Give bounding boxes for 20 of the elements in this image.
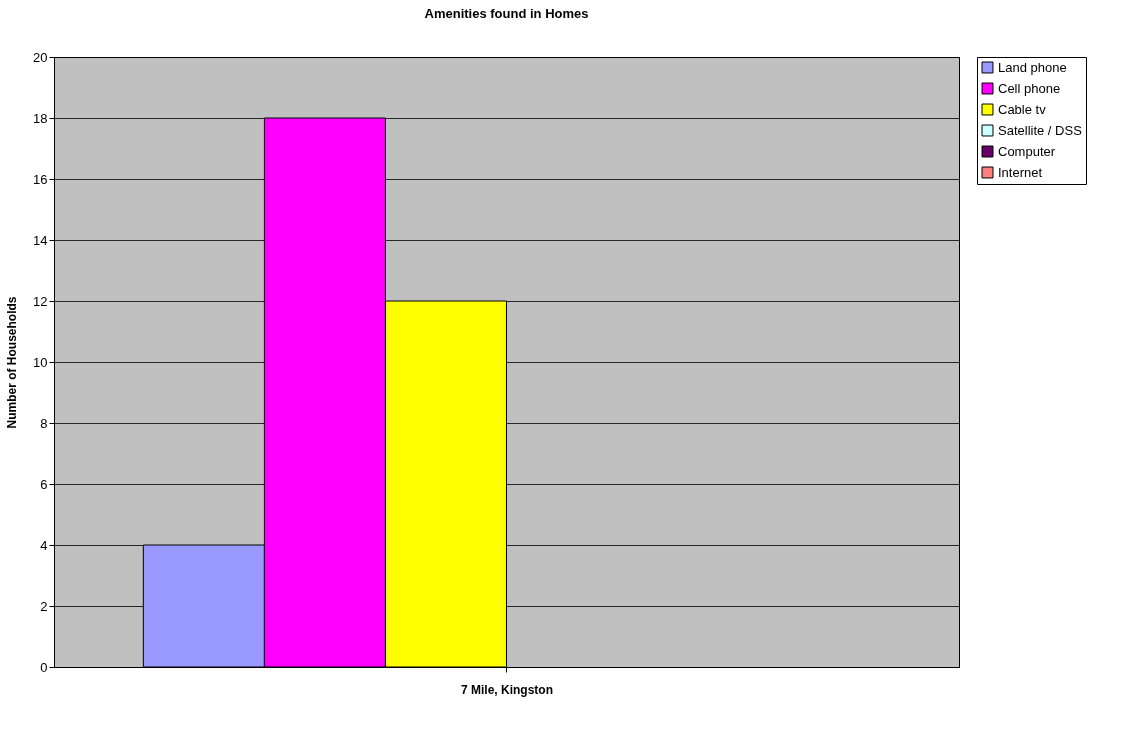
y-tick-label: 20 (33, 49, 48, 65)
legend-label: Computer (998, 143, 1056, 159)
legend-label: Internet (998, 164, 1043, 180)
legend-label: Satellite / DSS (998, 122, 1083, 138)
legend-label: Land phone (998, 59, 1067, 75)
y-tick-label: 14 (33, 232, 48, 248)
x-axis-title: 7 Mile, Kingston (460, 683, 554, 697)
y-tick-label: 6 (40, 476, 48, 492)
y-axis-title: Number of Households (5, 296, 20, 429)
y-tick-label: 10 (33, 354, 48, 370)
chart-title: Amenities found in Homes (424, 6, 589, 21)
y-tick-label: 4 (40, 537, 48, 553)
y-tick-label: 0 (40, 659, 48, 675)
y-tick-label: 8 (40, 415, 48, 431)
y-tick-label: 12 (33, 293, 48, 309)
legend-label: Cable tv (998, 101, 1047, 117)
y-tick-label: 2 (40, 598, 48, 614)
legend-label: Cell phone (998, 80, 1061, 96)
y-tick-label: 16 (33, 171, 48, 187)
y-tick-label: 18 (33, 110, 48, 126)
